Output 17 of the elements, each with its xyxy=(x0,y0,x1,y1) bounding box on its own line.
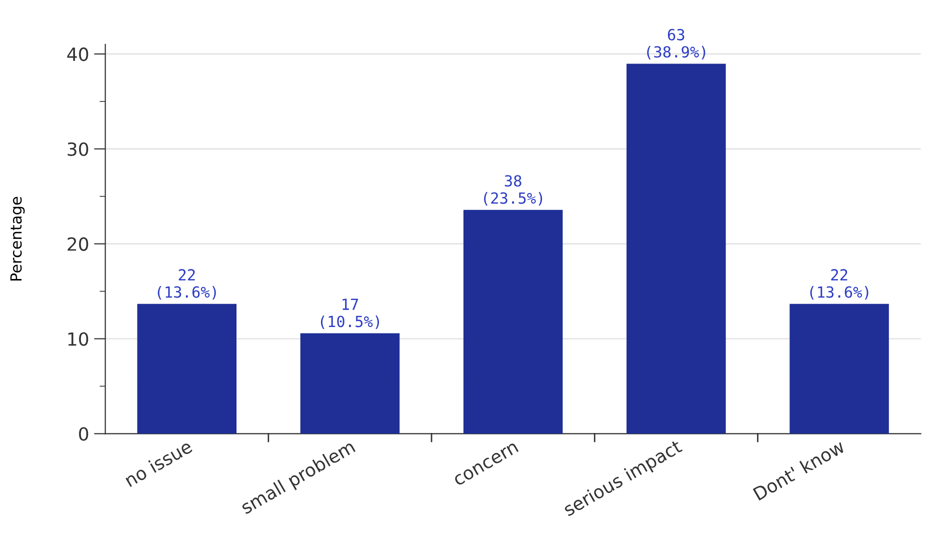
y-tick-label: 10 xyxy=(68,332,88,346)
x-tick-label: no issue xyxy=(124,439,194,488)
y-axis-title: Percentage xyxy=(10,196,25,281)
data-label: 22 (13.6%) xyxy=(810,269,868,300)
bar xyxy=(626,64,726,434)
y-tick-label: 40 xyxy=(67,47,88,62)
y-tick-label: 20 xyxy=(68,237,88,251)
data-label: 63 (38.9%) xyxy=(647,28,706,60)
bar xyxy=(790,304,889,434)
data-label: 17 (10.5%) xyxy=(320,298,379,330)
y-tick-label: 0 xyxy=(79,427,88,441)
y-tick-label: 30 xyxy=(68,142,88,156)
bar xyxy=(137,304,236,434)
data-label: 22 (13.6%) xyxy=(158,269,216,300)
data-label: 38 (23.5%) xyxy=(484,175,542,206)
bar xyxy=(463,210,563,434)
bar xyxy=(300,333,400,434)
